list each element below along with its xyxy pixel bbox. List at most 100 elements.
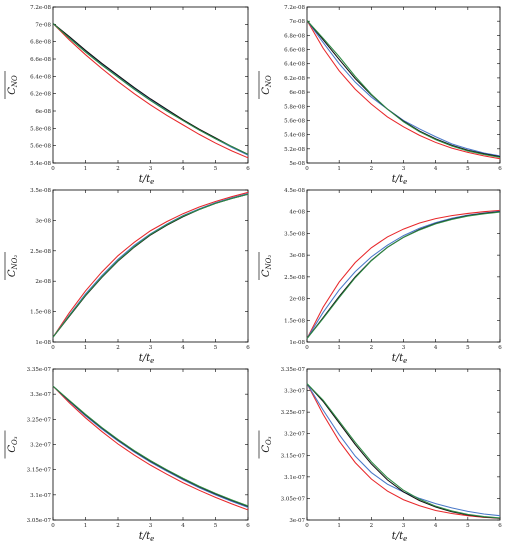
series-line-black (52, 23, 249, 155)
series-line-blue (306, 210, 501, 339)
y-tick-label: 7e-08 (289, 19, 305, 25)
y-tick-label: 2e-08 (289, 297, 305, 303)
y-axis-label: CNO₂ (4, 252, 19, 280)
series-line-blue (52, 385, 249, 508)
x-tick-label: 5 (466, 523, 470, 529)
x-axis-label: t/te (392, 174, 408, 186)
y-tick-label: 3e-08 (35, 218, 51, 224)
x-axis-label-main: t/t (139, 353, 151, 364)
series-line-black (306, 383, 501, 519)
x-tick-label: 6 (246, 166, 250, 172)
series-line-blue (306, 383, 501, 517)
y-tick-label: 6e-08 (289, 90, 305, 96)
x-axis-label-sub: e (150, 357, 154, 365)
y-tick-label: 5.8e-08 (30, 126, 51, 132)
series-line-red (52, 191, 249, 338)
y-tick-label: 7.2e-08 (30, 5, 51, 11)
series-line-red (52, 23, 249, 159)
x-tick-label: 5 (214, 166, 218, 172)
x-tick-label: 1 (84, 166, 88, 172)
y-tick-label: 1.5e-08 (30, 310, 51, 316)
y-tick-label: 3.35e-07 (281, 367, 306, 373)
x-axis-label-sub: e (403, 357, 407, 365)
x-axis-label: t/te (392, 353, 408, 365)
y-tick-label: 3e-08 (289, 253, 305, 259)
y-tick-label: 2e-08 (35, 279, 51, 285)
x-tick-label: 0 (51, 166, 55, 172)
y-tick-label: 6.6e-08 (284, 48, 305, 54)
x-axis-label-main: t/t (392, 174, 404, 185)
y-axis-label-text: CNO (261, 75, 273, 95)
series-line-black (52, 193, 249, 338)
x-tick-label: 3 (402, 345, 406, 351)
x-axis-label-sub: e (150, 535, 154, 543)
series-line-green (52, 193, 249, 338)
series-line-red (306, 20, 501, 160)
x-tick-label: 0 (51, 523, 55, 529)
y-axis-label-text: CO₃ (261, 436, 273, 452)
x-axis-label-main: t/t (139, 174, 151, 185)
x-axis-label-main: t/t (392, 353, 404, 364)
y-axis-label-sub: NO₂ (265, 255, 273, 271)
chart-panel-4: 0 1 2 3 4 5 6 1e-08 1.5e-08 2e-08 2.5e-08 3e-08 3.5e… (258, 188, 502, 365)
y-tick-label: 1e-08 (289, 340, 305, 346)
x-tick-label: 1 (84, 345, 88, 351)
series-line-blue (306, 20, 501, 157)
x-tick-label: 3 (402, 523, 406, 529)
y-axis-label: CNO (4, 71, 19, 99)
y-tick-label: 3.05e-07 (281, 496, 306, 502)
x-axis-label: t/te (139, 174, 155, 186)
y-tick-label: 3.3e-07 (284, 389, 305, 395)
series-line-black (52, 385, 249, 507)
series-line-green (52, 23, 249, 155)
y-tick-label: 3.15e-07 (27, 468, 52, 474)
y-tick-label: 3.3e-07 (30, 392, 51, 398)
x-tick-label: 4 (181, 166, 185, 172)
x-tick-label: 4 (434, 523, 438, 529)
y-tick-label: 6.8e-08 (284, 33, 305, 39)
plot-frame (52, 368, 249, 521)
y-axis-label-main: C (7, 87, 18, 95)
y-axis-label-sub: NO₂ (11, 255, 19, 271)
y-tick-label: 6.8e-08 (30, 40, 51, 46)
y-axis-label-text: CNO (7, 75, 19, 95)
y-tick-label: 5.4e-08 (30, 161, 51, 167)
x-tick-label: 3 (149, 345, 153, 351)
y-tick-label: 6.2e-08 (284, 76, 305, 82)
series-line-red (306, 209, 501, 339)
x-tick-label: 1 (337, 166, 341, 172)
y-tick-label: 2.5e-08 (284, 275, 305, 281)
x-tick-label: 6 (246, 345, 250, 351)
y-tick-label: 6.2e-08 (30, 92, 51, 98)
x-tick-label: 3 (149, 523, 153, 529)
y-tick-label: 5e-08 (289, 161, 305, 167)
x-tick-label: 2 (370, 523, 374, 529)
y-tick-label: 4.5e-08 (284, 188, 305, 194)
y-tick-label: 5.8e-08 (284, 104, 305, 110)
y-tick-label: 6.4e-08 (30, 74, 51, 80)
x-tick-label: 1 (84, 523, 88, 529)
x-tick-label: 4 (181, 523, 185, 529)
x-tick-label: 2 (116, 345, 120, 351)
series-line-black (306, 20, 501, 158)
x-tick-label: 5 (466, 345, 470, 351)
y-tick-label: 3.05e-07 (27, 518, 52, 524)
x-tick-label: 6 (498, 345, 502, 351)
y-axis-label-main: C (261, 445, 272, 453)
y-tick-label: 1.5e-08 (284, 318, 305, 324)
y-axis-label: CNO (258, 71, 273, 99)
y-tick-label: 3.2e-07 (284, 432, 305, 438)
x-tick-label: 0 (305, 345, 309, 351)
x-tick-label: 2 (116, 166, 120, 172)
y-tick-label: 7.2e-08 (284, 5, 305, 11)
x-tick-label: 1 (337, 345, 341, 351)
y-axis-label-main: C (261, 87, 272, 95)
y-tick-label: 6.4e-08 (284, 62, 305, 68)
plot-frame (52, 189, 249, 343)
y-tick-label: 6.6e-08 (30, 57, 51, 63)
y-tick-label: 3.25e-07 (281, 410, 306, 416)
x-tick-label: 4 (434, 345, 438, 351)
x-axis-label-main: t/t (139, 531, 151, 542)
x-axis-label-sub: e (403, 535, 407, 543)
plot-frame (306, 6, 501, 164)
